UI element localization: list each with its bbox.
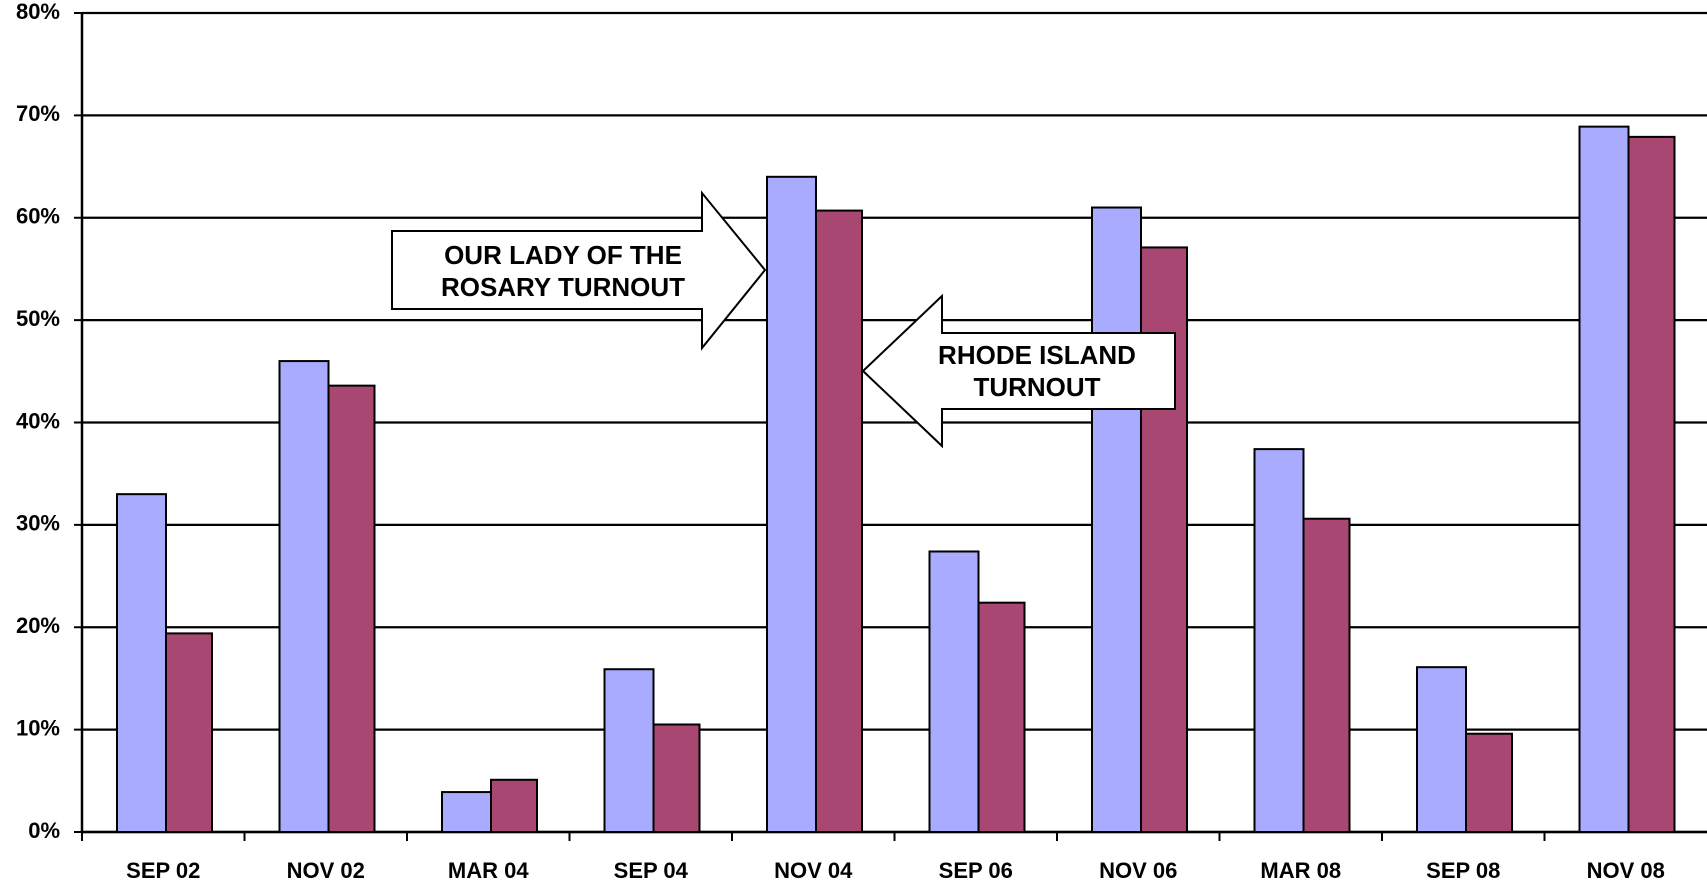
annotation-arrow xyxy=(861,293,1176,449)
bar xyxy=(278,360,330,833)
bar xyxy=(1578,125,1630,834)
x-tick-label: MAR 08 xyxy=(1260,858,1341,883)
bar xyxy=(441,791,492,833)
bar xyxy=(928,550,980,833)
bar xyxy=(490,778,538,834)
x-tick-label: SEP 02 xyxy=(126,858,200,883)
bar xyxy=(1627,135,1676,833)
bar xyxy=(603,668,655,833)
bar xyxy=(1465,732,1513,833)
bar xyxy=(1253,448,1305,833)
bar xyxy=(977,601,1026,833)
y-tick-label: 0% xyxy=(28,818,60,843)
y-tick-label: 20% xyxy=(16,613,60,638)
series-annotation: RHODE ISLAND TURNOUT xyxy=(938,340,1136,402)
bar xyxy=(766,175,817,834)
x-tick-label: NOV 06 xyxy=(1099,858,1177,883)
annotation-arrow xyxy=(391,190,767,351)
y-tick-label: 70% xyxy=(16,101,60,126)
bar xyxy=(815,209,863,834)
y-tick-label: 40% xyxy=(16,408,60,433)
x-tick-label: SEP 04 xyxy=(614,858,689,883)
x-tick-label: SEP 06 xyxy=(939,858,1013,883)
y-tick-label: 10% xyxy=(16,715,60,740)
bar xyxy=(1302,517,1351,833)
y-tick-label: 80% xyxy=(16,0,60,24)
bar xyxy=(165,632,213,834)
bar xyxy=(1091,206,1142,833)
x-tick-label: NOV 04 xyxy=(774,858,853,883)
bar xyxy=(652,723,701,833)
y-tick-label: 60% xyxy=(16,204,60,229)
series-annotation: OUR LADY OF THE ROSARY TURNOUT xyxy=(440,240,686,302)
bar xyxy=(1416,666,1467,834)
x-tick-label: NOV 08 xyxy=(1587,858,1665,883)
x-tick-label: NOV 02 xyxy=(287,858,365,883)
x-tick-label: MAR 04 xyxy=(448,858,529,883)
y-tick-label: 30% xyxy=(16,511,60,536)
x-tick-label: SEP 08 xyxy=(1426,858,1500,883)
bar xyxy=(327,384,376,833)
y-tick-label: 50% xyxy=(16,306,60,331)
bar xyxy=(116,493,167,833)
